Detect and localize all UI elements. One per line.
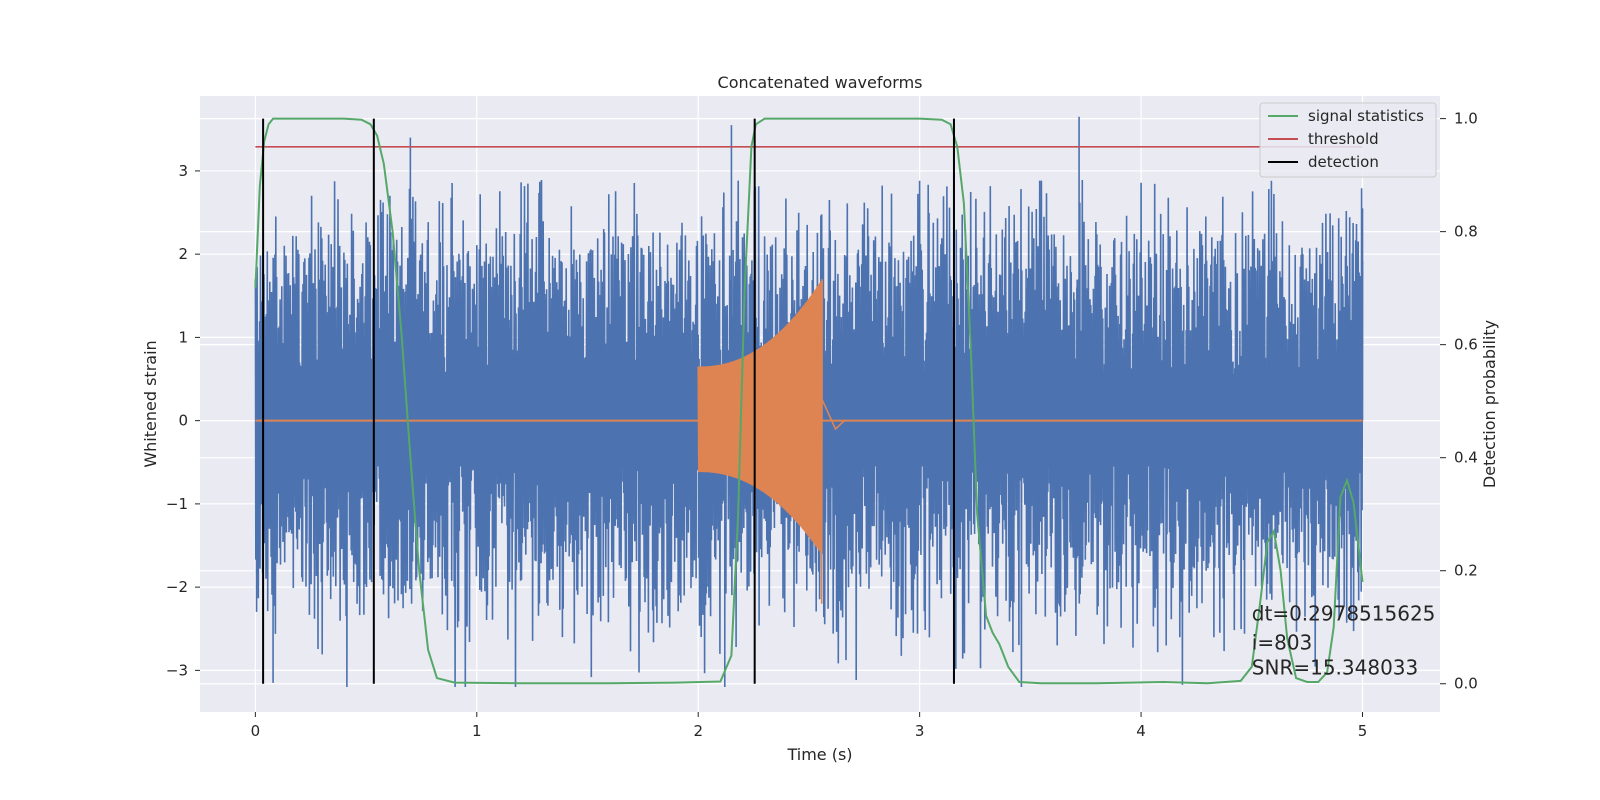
y-right-tick-label: 0.8 [1454, 223, 1478, 241]
y-tick-label: −1 [166, 495, 188, 513]
annotation-text: SNR=15.348033 [1252, 656, 1418, 680]
y-tick-label: 0 [178, 412, 188, 430]
x-tick-label: 3 [915, 722, 925, 740]
x-tick-label: 0 [251, 722, 261, 740]
x-tick-label: 5 [1358, 722, 1368, 740]
annotation-text: dt=0.2978515625 [1252, 601, 1436, 625]
annotation-text: i=803 [1252, 631, 1313, 655]
y-tick-label: 3 [178, 162, 188, 180]
x-tick-label: 1 [472, 722, 482, 740]
chirp-ringdown [821, 399, 845, 431]
y-right-axis-label: Detection probability [1480, 320, 1499, 488]
y-right-tick-label: 0.0 [1454, 675, 1478, 693]
y-tick-label: −3 [166, 661, 188, 679]
chart-title: Concatenated waveforms [718, 73, 923, 92]
legend-signal-statistics-label: signal statistics [1308, 107, 1424, 125]
chirp-series-line [697, 279, 823, 604]
y-tick-label: 2 [178, 245, 188, 263]
legend-detection-label: detection [1308, 153, 1379, 171]
y-axis-label: Whitened strain [141, 340, 160, 467]
y-tick-label: −2 [166, 578, 188, 596]
plot-area [254, 116, 1364, 688]
legend: signal statistics threshold detection [1259, 102, 1437, 178]
y-right-tick-label: 0.4 [1454, 449, 1478, 467]
bottom-axis: 0 1 2 3 4 5 [251, 712, 1368, 740]
x-tick-label: 4 [1136, 722, 1146, 740]
x-tick-label: 2 [693, 722, 703, 740]
y-right-tick-label: 0.6 [1454, 336, 1478, 354]
x-axis-label: Time (s) [786, 745, 852, 764]
left-axis: −3 −2 −1 0 1 2 3 [166, 162, 200, 679]
legend-threshold-label: threshold [1308, 130, 1379, 148]
y-tick-label: 1 [178, 328, 188, 346]
right-axis: 0.0 0.2 0.4 0.6 0.8 1.0 [1440, 110, 1478, 693]
legend-box [1259, 102, 1437, 178]
y-right-tick-label: 0.2 [1454, 562, 1478, 580]
y-right-tick-label: 1.0 [1454, 110, 1478, 128]
